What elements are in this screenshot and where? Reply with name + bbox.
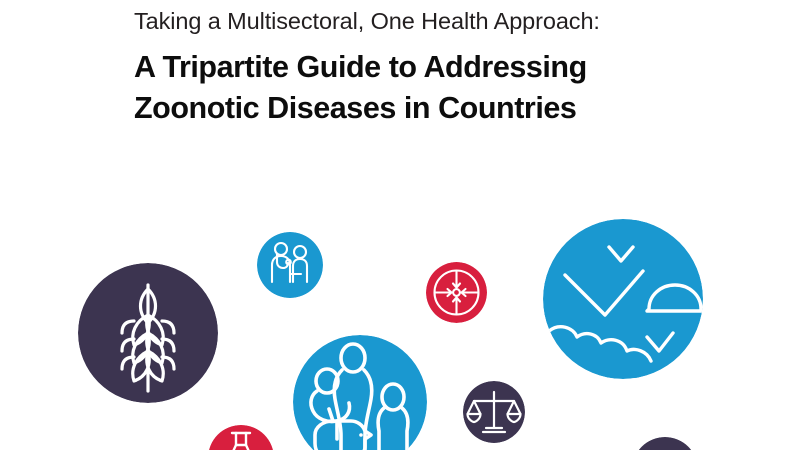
doctor-and-patient-icon bbox=[257, 232, 323, 298]
bubble-laboratory bbox=[208, 425, 274, 450]
target-converging-arrows-icon bbox=[426, 262, 487, 323]
wheat-stalk-icon bbox=[78, 263, 218, 403]
bubble-partial-dark bbox=[632, 437, 698, 450]
page-title-line-1: A Tripartite Guide to Addressing bbox=[134, 50, 587, 84]
laboratory-flask-icon bbox=[208, 425, 274, 450]
scales-of-justice-icon bbox=[463, 381, 525, 443]
family-with-dog-icon bbox=[293, 335, 427, 450]
bubble-community-animals bbox=[293, 335, 427, 450]
bubble-human-health bbox=[257, 232, 323, 298]
page-title-line-2: Zoonotic Diseases in Countries bbox=[134, 91, 577, 125]
bubble-agriculture bbox=[78, 263, 218, 403]
circle-icon bbox=[638, 437, 692, 450]
cover-subtitle: Taking a Multisectoral, One Health Appro… bbox=[134, 8, 600, 34]
birds-and-clouds-icon bbox=[543, 219, 703, 379]
page-title: A Tripartite Guide to Addressing Zoonoti… bbox=[134, 47, 694, 129]
bubble-coordination bbox=[426, 262, 487, 323]
bubble-wildlife-environment bbox=[543, 219, 703, 379]
title-block: Taking a Multisectoral, One Health Appro… bbox=[134, 6, 694, 129]
bubble-legislation bbox=[463, 381, 525, 443]
